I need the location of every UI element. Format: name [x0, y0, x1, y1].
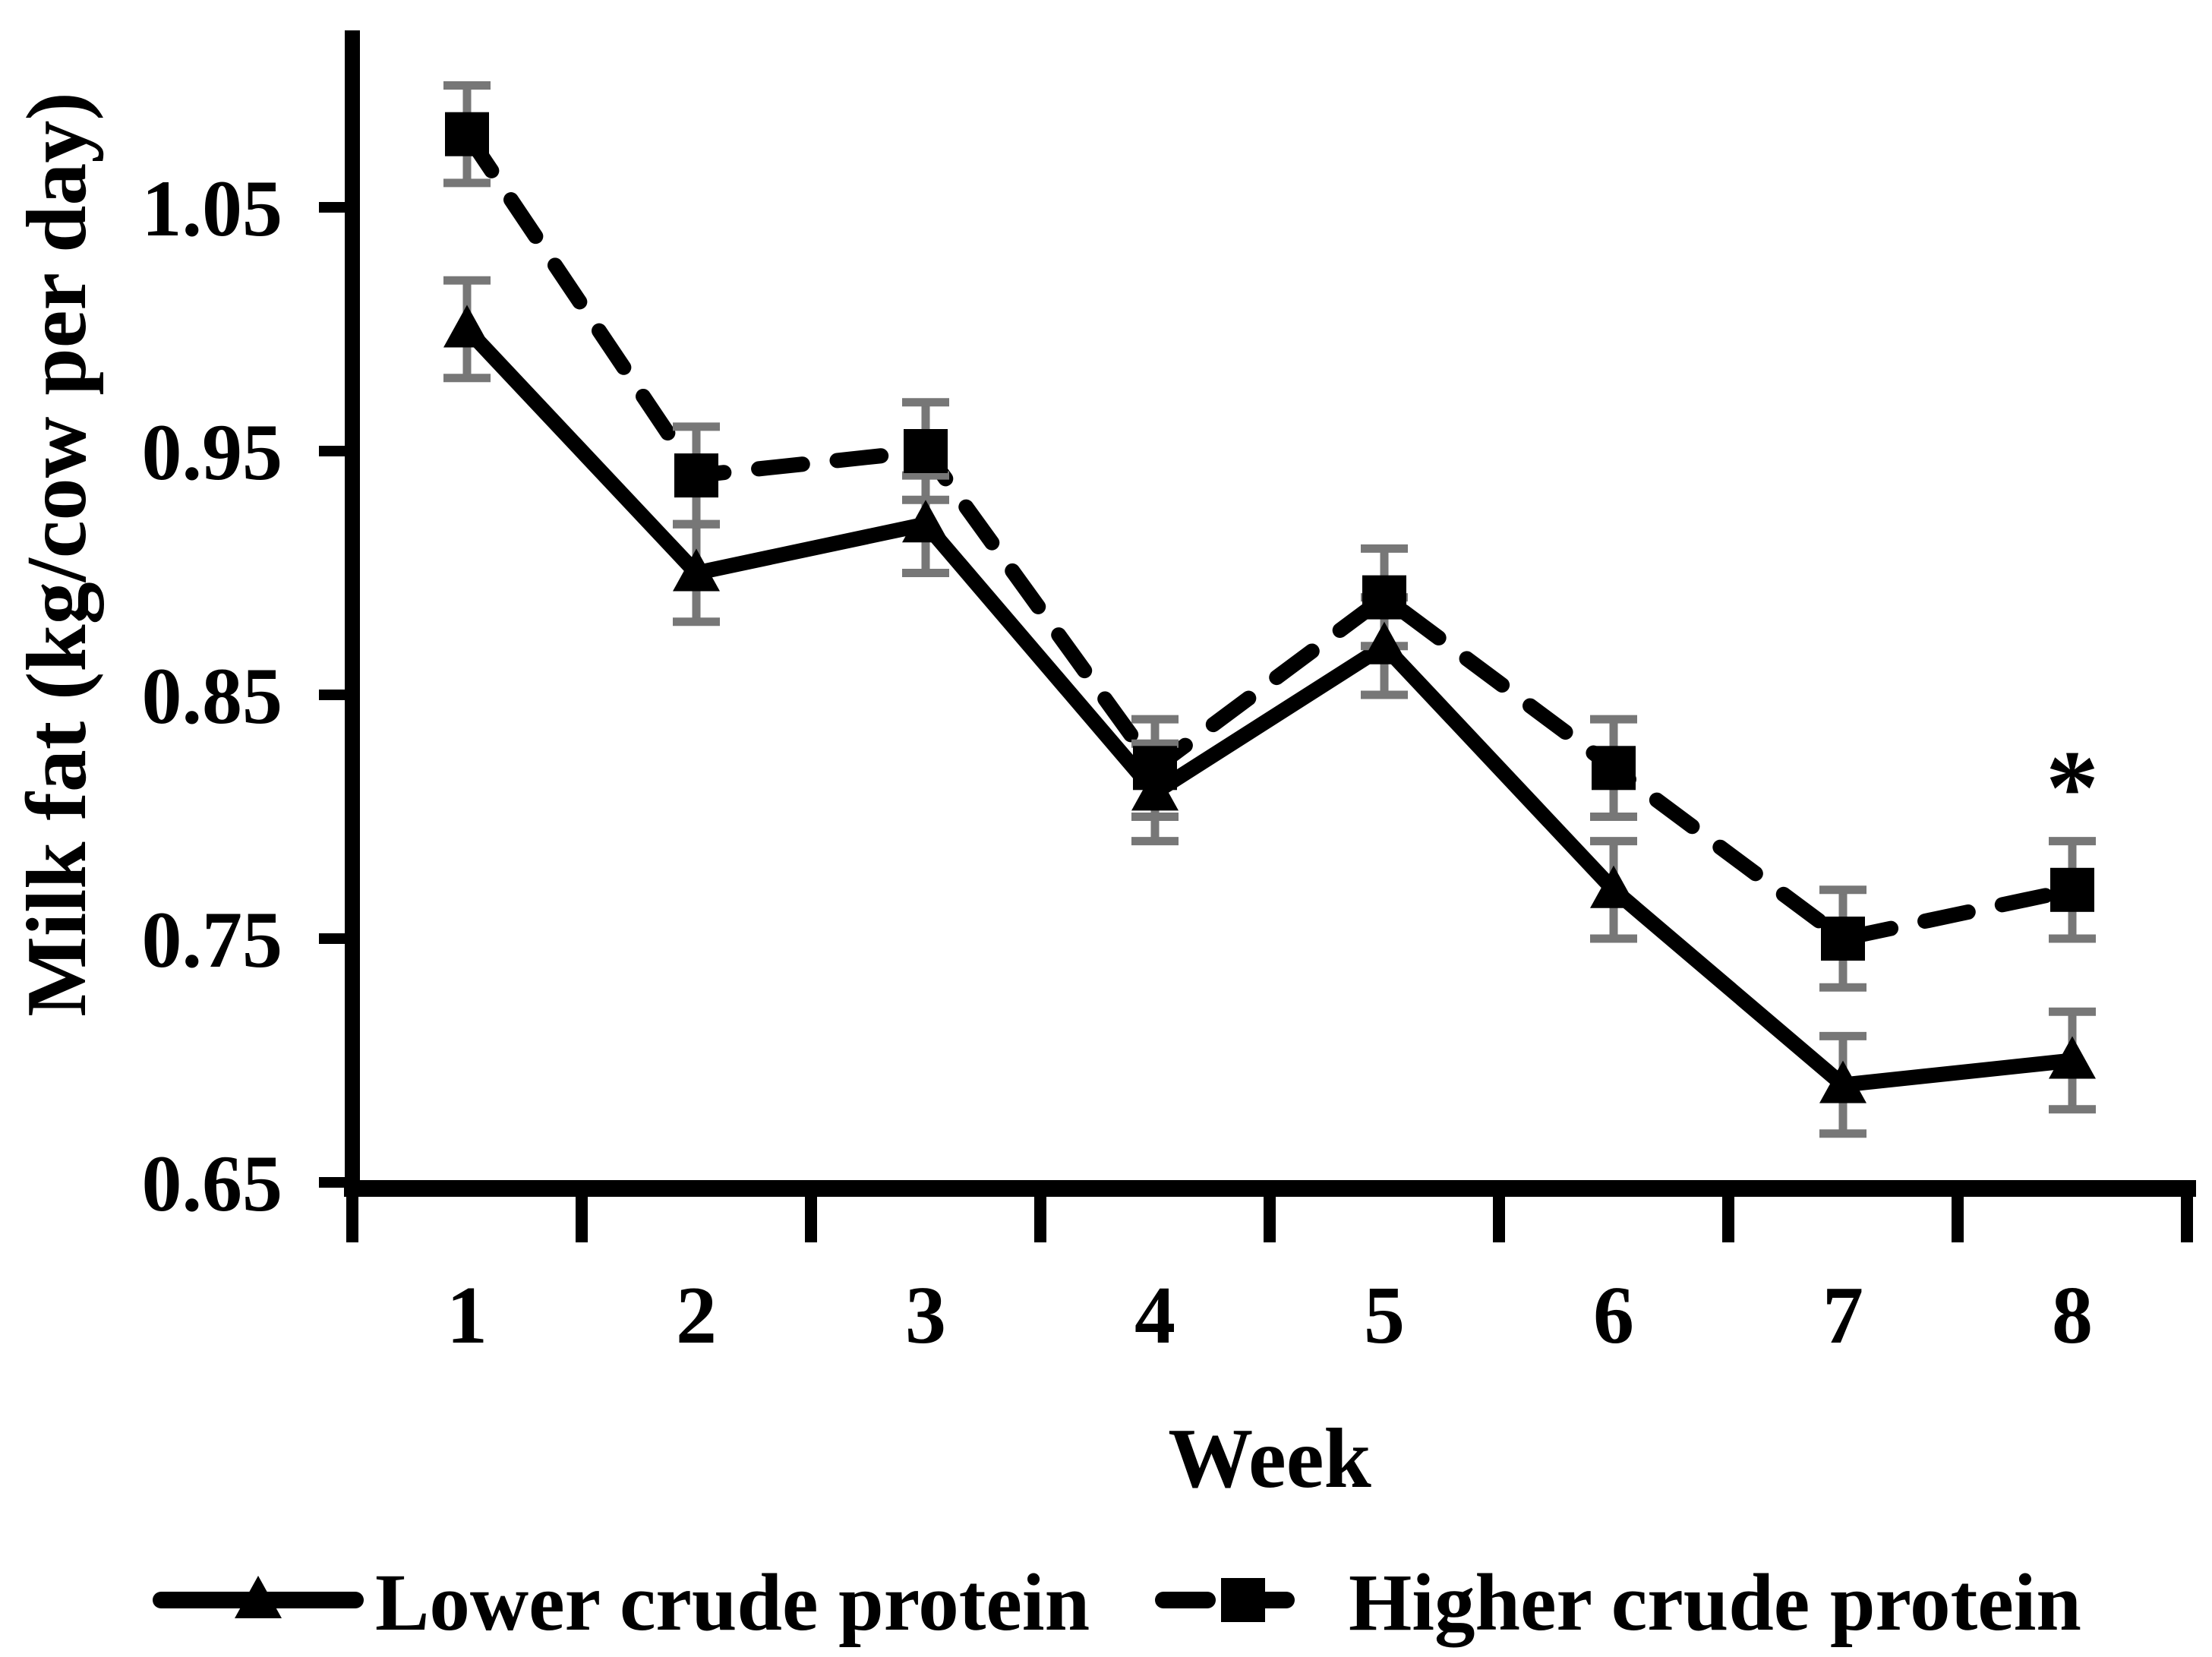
square-marker — [1362, 575, 1406, 620]
y-tick-label: 0.65 — [142, 1139, 283, 1228]
x-tick-label: 6 — [1593, 1270, 1634, 1361]
series-line-higher-crude-protein — [459, 126, 2080, 946]
series-markers — [443, 112, 2096, 1103]
legend-item-higher-crude-protein: Higher crude protein — [1155, 1558, 2081, 1648]
legend-item-lower-crude-protein: Lower crude protein — [153, 1558, 1090, 1648]
x-tick-label: 8 — [2052, 1270, 2093, 1361]
square-marker — [1592, 746, 1636, 791]
x-tick-label: 2 — [676, 1270, 717, 1361]
x-tick-label: 3 — [905, 1270, 946, 1361]
x-tick-label: 1 — [447, 1270, 488, 1361]
y-ticks: 0.65 0.75 0.85 0.95 1.05 — [142, 164, 352, 1228]
y-tick-label: 1.05 — [142, 164, 283, 253]
legend: Lower crude protein Higher crude protein — [153, 1558, 2081, 1648]
y-tick-label: 0.75 — [142, 895, 283, 984]
triangle-marker — [673, 548, 720, 592]
legend-square-icon — [1221, 1578, 1265, 1622]
square-marker — [1133, 746, 1177, 791]
x-tick-label: 5 — [1364, 1270, 1405, 1361]
significance-asterisk: * — [2046, 729, 2099, 847]
triangle-marker — [1361, 621, 1408, 664]
legend-label-lower-crude-protein: Lower crude protein — [375, 1558, 1090, 1648]
triangle-marker — [2049, 1036, 2096, 1079]
x-tick-label: 4 — [1134, 1270, 1175, 1361]
triangle-marker — [902, 500, 949, 543]
series-line-lower-crude-protein — [459, 321, 2080, 1093]
square-marker — [674, 453, 718, 498]
x-ticks: 1 2 3 4 5 6 7 8 — [346, 1197, 2193, 1361]
triangle-marker — [443, 305, 491, 348]
square-marker — [2050, 867, 2094, 912]
x-axis-title: Week — [1168, 1412, 1371, 1506]
triangle-marker — [1590, 865, 1637, 908]
square-marker — [1821, 917, 1865, 961]
legend-label-higher-crude-protein: Higher crude protein — [1349, 1558, 2081, 1648]
axes — [344, 30, 2196, 1197]
triangle-marker — [1819, 1060, 1866, 1103]
y-tick-label: 0.85 — [142, 652, 283, 740]
y-tick-label: 0.95 — [142, 408, 283, 497]
y-axis-title: Milk fat (kg/cow per day) — [10, 92, 104, 1016]
square-marker — [904, 429, 948, 473]
x-tick-label: 7 — [1822, 1270, 1863, 1361]
series-lines — [459, 126, 2080, 1093]
square-marker — [445, 112, 489, 156]
legend-triangle-icon — [235, 1576, 282, 1618]
